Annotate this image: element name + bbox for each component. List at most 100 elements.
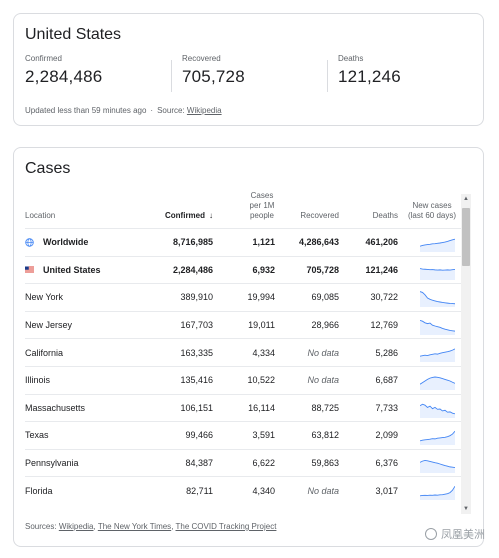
trend-sparkline [420,267,455,280]
confirmed-value: 163,335 [180,347,213,358]
per-million-cell: 6,622 [252,450,275,477]
header-deaths[interactable]: Deaths [372,211,398,220]
confirmed-value: 106,151 [180,402,213,413]
deaths-value: 461,206 [365,237,398,248]
header-per-million-line: people [249,211,275,220]
per-million-value: 3,591 [252,430,275,441]
source-link[interactable]: Wikipedia [58,522,94,531]
location-cell[interactable]: New York [25,284,63,311]
table-row[interactable]: New Jersey 167,703 19,011 28,966 12,769 [25,310,465,339]
scrollbar-thumb[interactable] [462,208,470,266]
trend-sparkline [420,238,455,252]
stat-recovered: Recovered 705,728 [182,54,245,100]
trend-sparkline [420,291,455,308]
trend-sparkline [420,319,455,335]
sparkline-line [420,431,455,442]
recovered-value: No data [307,347,339,358]
table-row[interactable]: Pennsylvania 84,387 6,622 59,863 6,376 [25,448,465,477]
watermark-text: 凤凰美洲 [441,529,485,541]
arrow-down-icon: ↓ [209,211,213,220]
scrollbar[interactable]: ▲ ▼ [461,194,471,514]
per-million-value: 16,114 [248,402,275,413]
recovered-cell: No data [307,339,339,366]
table-row[interactable]: United States 2,284,486 6,932 705,728 121,24… [25,255,465,284]
watermark: 凤凰美洲 [425,526,485,542]
location-cell[interactable]: California [25,339,63,366]
table-row[interactable]: Florida 82,711 4,340 No data 3,017 [25,476,465,504]
location-cell[interactable]: Florida [25,477,53,504]
header-recovered[interactable]: Recovered [300,211,339,220]
recovered-cell: 4,286,643 [299,229,339,256]
per-million-value: 4,334 [252,347,275,358]
location-cell[interactable]: Texas [25,422,49,449]
trend-sparkline [420,459,455,473]
confirmed-cell: 2,284,486 [173,257,213,284]
table-row[interactable]: California 163,335 4,334 No data 5,286 [25,338,465,366]
location-cell[interactable]: United States [25,257,101,284]
confirmed-value: 82,711 [186,485,213,496]
confirmed-cell: 99,466 [185,422,213,449]
header-trend-line: (last 60 days) [407,211,457,220]
table-row[interactable]: Massachusetts 106,151 16,114 88,725 7,733 [25,393,465,422]
summary-card: United States Confirmed 2,284,486 Recove… [13,13,484,126]
location-name: Florida [25,485,53,496]
scroll-down-icon[interactable]: ▼ [463,506,469,512]
source-link-wikipedia[interactable]: Wikipedia [186,106,222,115]
header-location[interactable]: Location [25,211,56,220]
confirmed-cell: 135,416 [180,367,213,394]
table-row[interactable]: Worldwide 8,716,985 1,121 4,286,643 461,206 [25,228,465,256]
table-row[interactable]: Illinois 135,416 10,522 No data 6,687 [25,365,465,394]
stat-confirmed: Confirmed 2,284,486 [25,54,102,100]
location-name: Massachusetts [25,402,86,413]
header-confirmed-label: Confirmed [165,211,205,220]
recovered-cell: 28,966 [311,312,339,339]
source-link[interactable]: The COVID Tracking Project [175,522,277,531]
deaths-value: 3,017 [375,485,398,496]
sparkline-area [420,320,455,335]
location-cell[interactable]: Worldwide [25,229,88,256]
deaths-value: 5,286 [375,347,398,358]
source-link[interactable]: The New York Times [97,522,172,531]
sparkline-line [420,403,455,414]
sparkline-area [420,291,455,308]
per-million-cell: 16,114 [248,395,275,422]
recovered-cell: 88,725 [311,395,339,422]
sparkline-line [420,486,455,497]
deaths-cell: 6,687 [375,367,398,394]
cases-card: Cases Location Confirmed ↓ Cases per 1M p… [13,147,484,547]
scroll-up-icon[interactable]: ▲ [463,196,469,202]
per-million-value: 6,622 [252,458,275,469]
recovered-cell: 705,728 [306,257,339,284]
recovered-value: 28,966 [311,320,339,331]
deaths-value: 30,722 [370,292,398,303]
sources-prefix: Sources: [25,522,57,531]
stat-value: 121,246 [338,67,401,86]
per-million-value: 4,340 [252,485,275,496]
table-row[interactable]: Texas 99,466 3,591 63,812 2,099 [25,421,465,449]
deaths-value: 12,769 [370,320,398,331]
recovered-value: 4,286,643 [298,237,339,248]
deaths-cell: 7,733 [375,395,398,422]
table-row[interactable]: New York 389,910 19,994 69,085 30,722 [25,283,465,311]
globe-icon [25,238,34,247]
location-cell[interactable]: Massachusetts [25,395,85,422]
sparkline-area [420,431,455,446]
per-million-cell: 10,522 [247,367,275,394]
per-million-cell: 19,994 [247,284,275,311]
location-cell[interactable]: Illinois [25,367,50,394]
location-cell[interactable]: Pennsylvania [25,450,79,477]
location-name: Texas [25,430,49,441]
location-cell[interactable]: New Jersey [25,312,72,339]
header-per-million[interactable]: Cases per 1M people [237,191,287,221]
header-confirmed[interactable]: Confirmed ↓ [165,211,213,221]
recovered-value: 705,728 [306,264,339,275]
recovered-value: 63,812 [311,430,339,441]
confirmed-value: 135,416 [180,375,213,386]
header-per-million-line: per 1M [249,201,275,210]
stat-label: Confirmed [25,54,62,63]
deaths-value: 6,376 [375,458,398,469]
confirmed-cell: 163,335 [180,339,213,366]
recovered-cell: No data [307,367,339,394]
per-million-cell: 19,011 [248,312,275,339]
separator: · [150,106,154,115]
